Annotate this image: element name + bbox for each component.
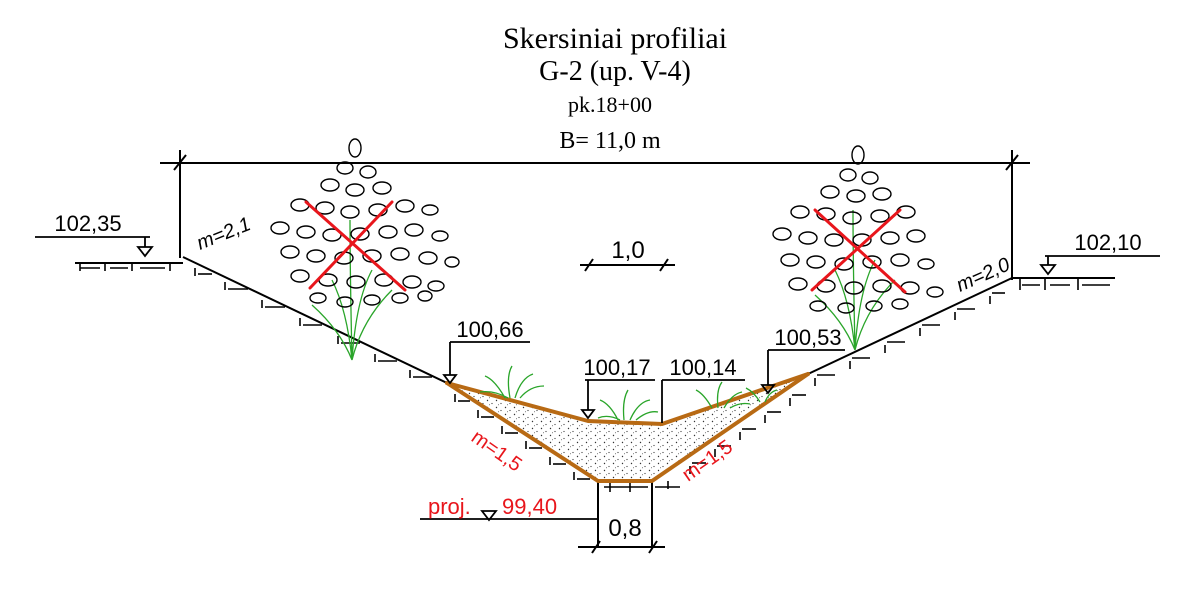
ground-hatch-right: [655, 278, 1110, 489]
elevation-mid-left: 100,17: [583, 355, 650, 380]
ground-hatch-left: [79, 263, 648, 492]
drawing-title: Skersiniai profiliai: [503, 22, 727, 55]
elevation-right-bank: 102,10: [1074, 230, 1141, 255]
tree-removal-left-icon: [270, 138, 460, 361]
elevation-left-bank: 102,35: [54, 211, 121, 236]
slope-left-upper: m=2,1: [194, 213, 254, 254]
elevation-design-bottom: 99,40: [502, 494, 557, 519]
elevation-marker-left-edge: [442, 341, 530, 385]
elevation-marker-right-bank: [1039, 255, 1160, 276]
bottom-width-label: 0,8: [608, 515, 641, 542]
elevation-marker-design: [420, 510, 598, 522]
grass-icon: [479, 365, 778, 421]
scale-dimension: [580, 258, 675, 272]
channel-profile: [75, 256, 1115, 548]
elevation-marker-mid-left: [580, 379, 655, 420]
sediment-outline: [445, 372, 810, 483]
elevation-left-edge: 100,66: [456, 317, 523, 342]
elevation-marker-left-bank: [35, 236, 154, 258]
top-width-dimension: [160, 150, 1030, 280]
tree-removal-right-icon: [772, 145, 944, 351]
picket-label: pk.18+00: [568, 92, 652, 117]
drawing-subtitle: G-2 (up. V-4): [539, 56, 691, 87]
scale-label: 1,0: [611, 237, 644, 264]
width-label: B= 11,0 m: [559, 128, 661, 154]
design-prefix: proj.: [428, 494, 471, 519]
elevation-mid-right: 100,14: [669, 355, 736, 380]
sediment-fill: [450, 375, 808, 481]
elevation-marker-right-edge: [760, 349, 845, 395]
elevation-right-edge: 100,53: [774, 325, 841, 350]
elevation-marker-mid-right: [661, 379, 745, 423]
slope-right-upper: m=2,0: [953, 254, 1013, 297]
bottom-width-dimension: [578, 540, 665, 554]
